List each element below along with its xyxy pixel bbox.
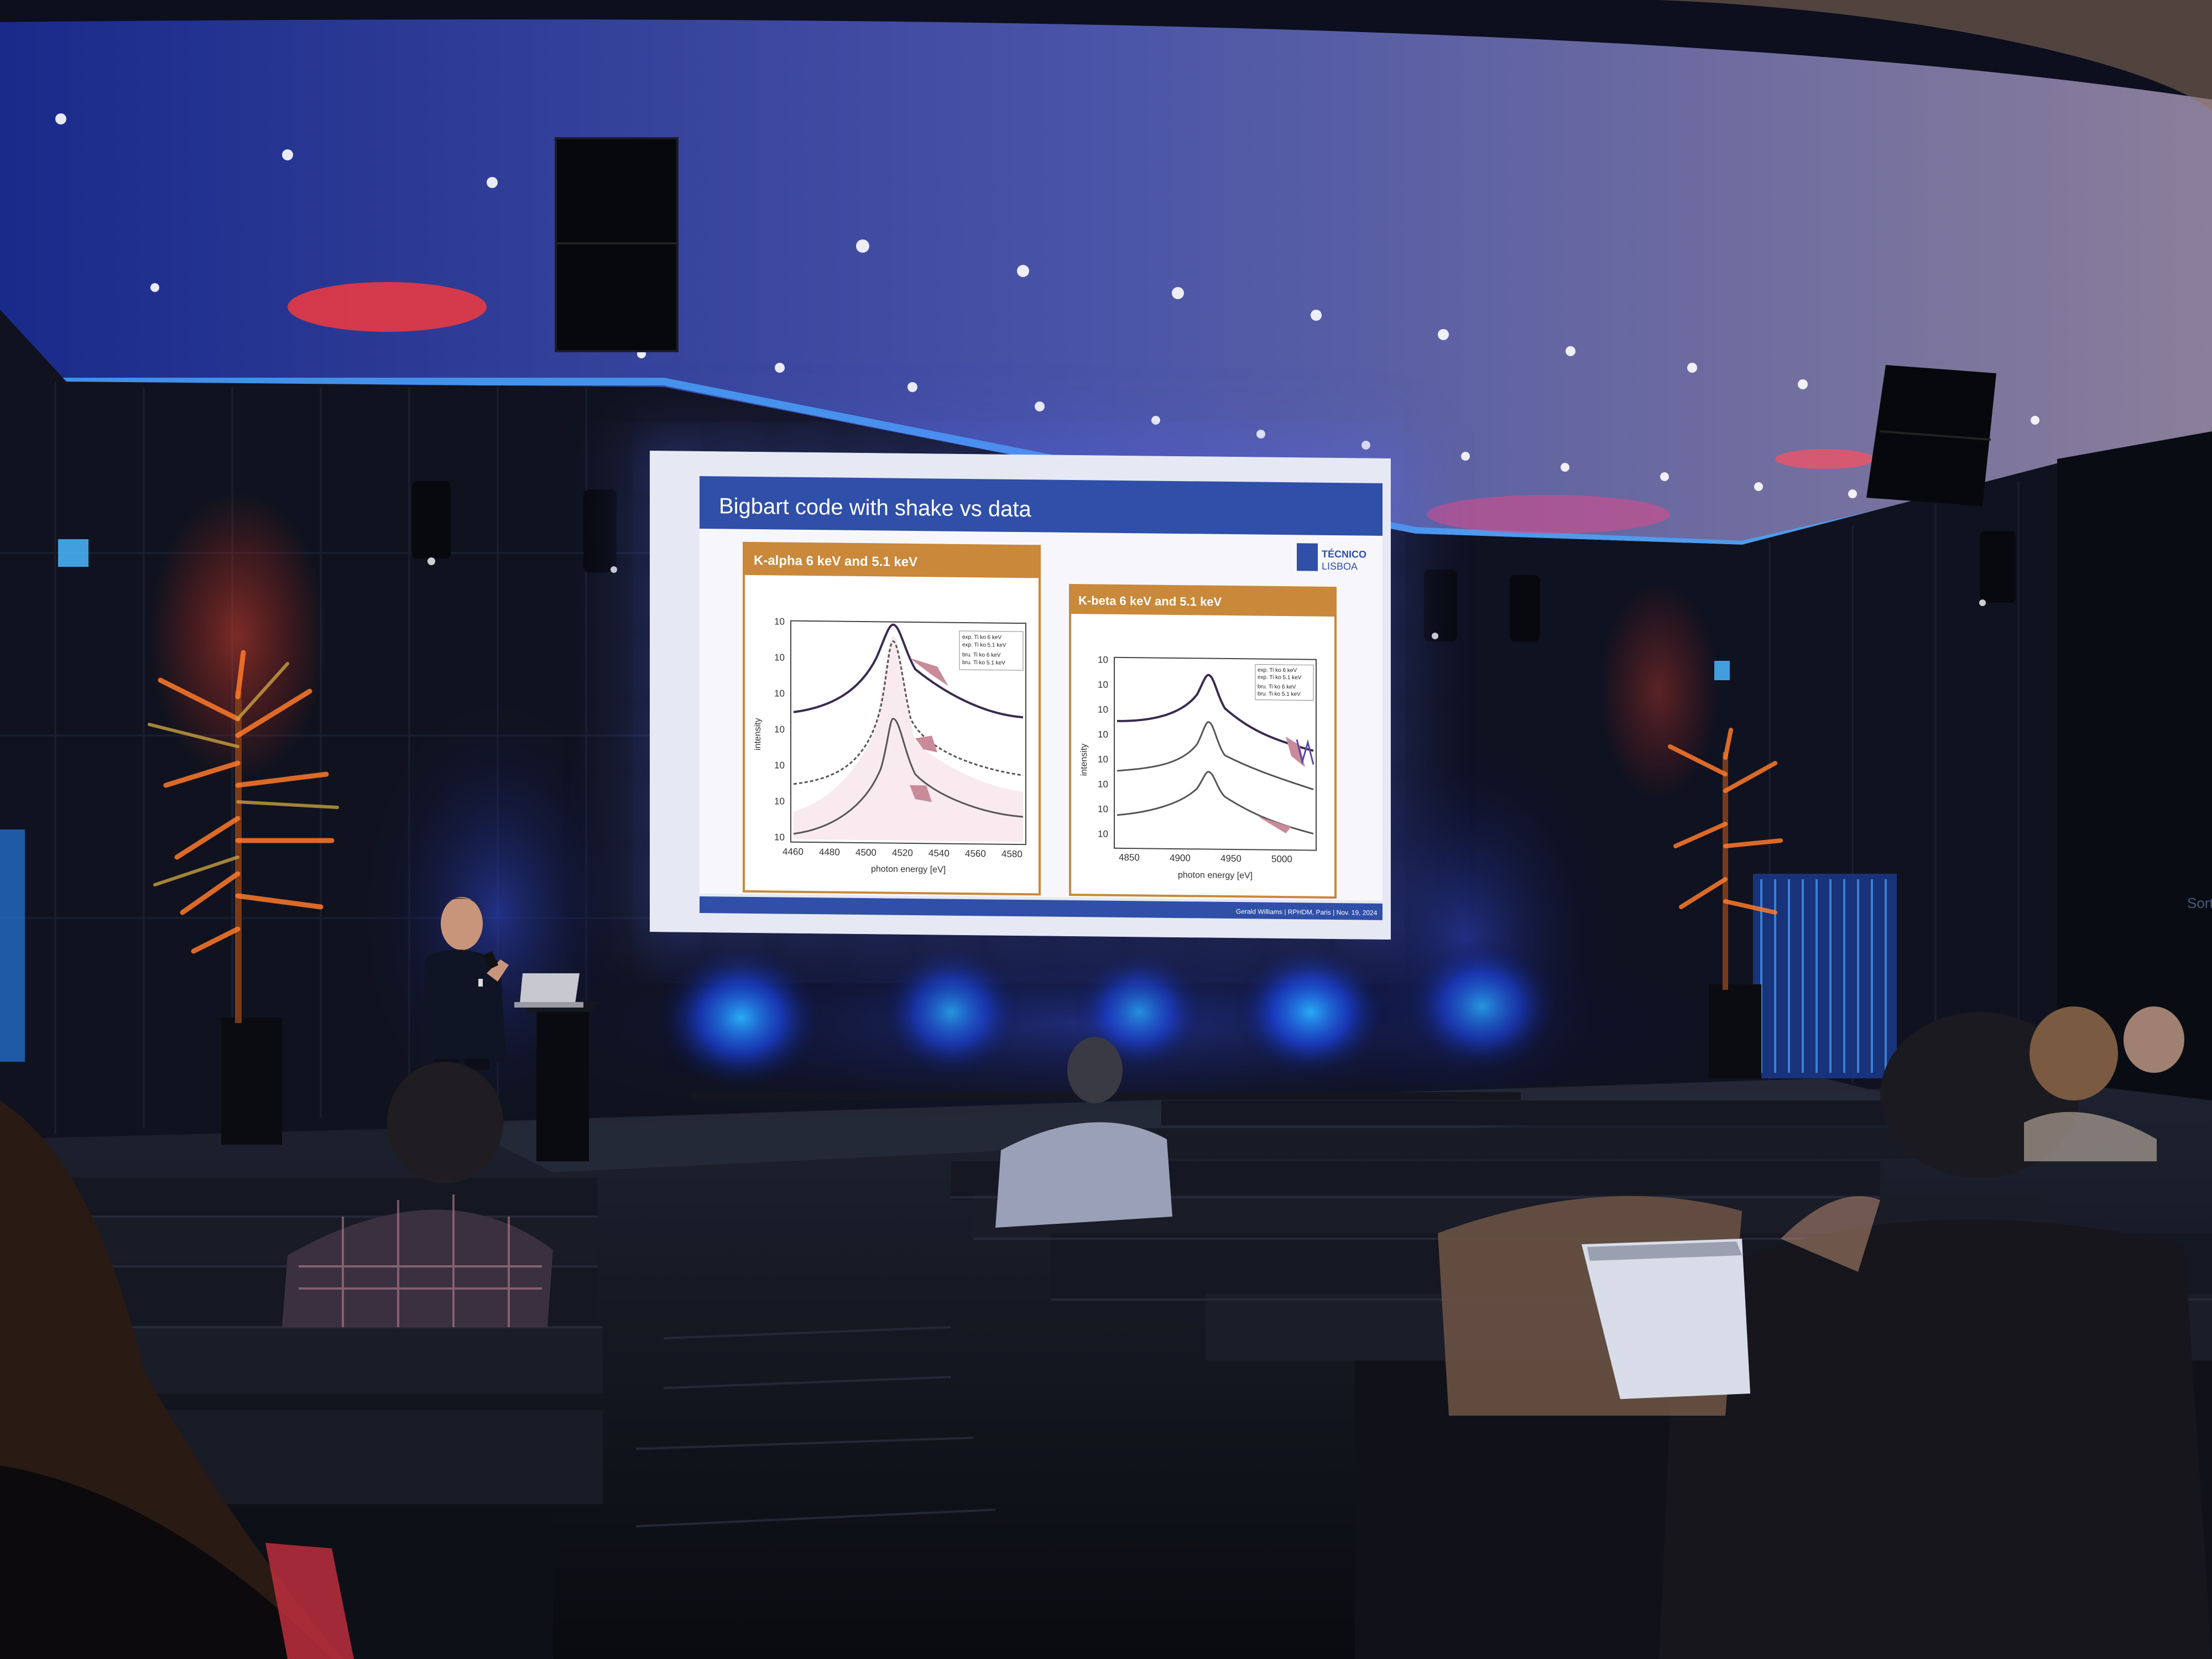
presenter (420, 897, 509, 1070)
svg-text:bru. Ti ko 6 keV: bru. Ti ko 6 keV (962, 652, 1001, 659)
svg-text:TÉCNICO: TÉCNICO (1322, 548, 1366, 560)
chart-panel-right: K-beta 6 keV and 5.1 keV exp. Ti ko 6 ke… (1069, 583, 1337, 899)
svg-text:4900: 4900 (1170, 853, 1191, 863)
left-curve-mid (793, 640, 1024, 785)
svg-text:4580: 4580 (1001, 849, 1022, 859)
svg-text:10: 10 (774, 688, 785, 698)
wall-vent-grille (1753, 874, 1897, 1078)
svg-text:exp. Ti ko 5.1 keV: exp. Ti ko 5.1 keV (1258, 675, 1302, 681)
right-curve-mid (1117, 721, 1314, 790)
slide: Bigbart code with shake vs data TÉCNICO … (650, 451, 1391, 940)
svg-text:4950: 4950 (1220, 853, 1241, 864)
stage-uplight-5 (1405, 940, 1559, 1073)
panel-left-header: K-alpha 6 keV and 5.1 keV (754, 553, 917, 570)
svg-text:exp. Ti ko 6 keV: exp. Ti ko 6 keV (962, 634, 1001, 641)
left-yticks: 10 10 10 10 10 10 10 (774, 616, 785, 842)
right-xticks: 4850 4900 4950 5000 (1119, 852, 1292, 864)
audience-laptop-screen (1582, 1239, 1750, 1399)
ceiling (0, 0, 2212, 545)
right-curve-bottom (1117, 771, 1314, 835)
ceiling-speaker-left (555, 137, 679, 352)
svg-text:4850: 4850 (1119, 852, 1140, 863)
svg-text:10: 10 (1098, 779, 1108, 789)
lectern (520, 1001, 600, 1161)
left-curve-top (793, 623, 1024, 719)
stage-uplight-1 (658, 946, 824, 1089)
panel-right-header: K-beta 6 keV and 5.1 keV (1078, 593, 1222, 609)
svg-text:10: 10 (1098, 804, 1108, 814)
plant-left (148, 650, 339, 1145)
left-legend: exp. Ti ko 6 keV exp. Ti ko 5.1 keV bru.… (959, 630, 1024, 671)
projection-screen: Bigbart code with shake vs data TÉCNICO … (650, 451, 1391, 940)
right-xlabel: photon energy [eV] (1178, 870, 1253, 880)
left-ylabel: intensity (753, 718, 763, 750)
svg-text:5000: 5000 (1271, 854, 1292, 864)
svg-text:10: 10 (774, 616, 785, 627)
audience-member-left-plaid (282, 1062, 553, 1327)
svg-text:10: 10 (1098, 654, 1108, 665)
svg-text:LISBOA: LISBOA (1322, 561, 1358, 572)
stage-uplight-4 (1233, 946, 1388, 1078)
svg-text:10: 10 (1098, 679, 1108, 690)
svg-text:4520: 4520 (892, 848, 913, 858)
svg-text:exp. Ti ko 6 keV: exp. Ti ko 6 keV (1258, 667, 1297, 674)
svg-text:4500: 4500 (855, 847, 877, 858)
left-xlabel: photon energy [eV] (871, 864, 946, 874)
svg-text:bru. Ti ko 5.1 keV: bru. Ti ko 5.1 keV (962, 660, 1005, 666)
ceiling-speaker-right (1866, 365, 1996, 506)
svg-text:bru. Ti ko 6 keV: bru. Ti ko 6 keV (1258, 684, 1296, 691)
svg-text:4540: 4540 (928, 848, 950, 858)
svg-text:4460: 4460 (782, 847, 804, 857)
slide-footer: Gerald Williams | RPHDM, Paris | Nov. 19… (1236, 907, 1378, 917)
svg-text:10: 10 (1098, 729, 1108, 739)
ceiling-downlights (55, 113, 2039, 498)
svg-text:10: 10 (1098, 828, 1108, 839)
audience-member-left-foreground (0, 1100, 354, 1659)
svg-text:bru. Ti ko 5.1 keV: bru. Ti ko 5.1 keV (1258, 691, 1301, 698)
wall-spotlights (412, 481, 2016, 641)
svg-text:4480: 4480 (819, 847, 840, 857)
audience-member-right-back (2024, 1006, 2184, 1161)
chart-panel-left: K-alpha 6 keV and 5.1 keV exp. Ti ko 6 k… (743, 541, 1041, 896)
tecnico-lisboa-logo: TÉCNICO LISBOA (1297, 543, 1366, 572)
slide-title-bar (700, 476, 1383, 536)
laptop-on-lectern (514, 973, 583, 1008)
svg-text:10: 10 (774, 760, 785, 770)
left-xticks: 4460 4480 4500 4520 4540 4560 4580 (782, 847, 1022, 860)
svg-text:exp. Ti ko 5.1 keV: exp. Ti ko 5.1 keV (962, 642, 1006, 649)
audience-member-front-center (995, 1037, 1172, 1228)
svg-text:10: 10 (1098, 754, 1108, 764)
slide-title: Bigbart code with shake vs data (719, 494, 1032, 521)
svg-text:4560: 4560 (965, 848, 986, 859)
left-curve-bottom (793, 718, 1024, 835)
right-ylabel: intensity (1079, 743, 1089, 776)
stage-uplight-2 (879, 946, 1023, 1078)
plant-right (1668, 728, 1783, 1078)
right-yticks: 10 10 10 10 10 10 10 10 (1098, 654, 1108, 839)
svg-text:10: 10 (774, 832, 785, 842)
right-curve-top (1117, 674, 1314, 752)
exit-sign: Sortie (2187, 895, 2212, 911)
svg-text:10: 10 (774, 796, 785, 806)
svg-text:10: 10 (1098, 704, 1108, 714)
svg-text:10: 10 (774, 652, 785, 662)
right-legend: exp. Ti ko 6 keV exp. Ti ko 5.1 keV bru.… (1255, 664, 1314, 701)
svg-text:10: 10 (774, 724, 785, 734)
ceiling-light-red (288, 282, 487, 332)
